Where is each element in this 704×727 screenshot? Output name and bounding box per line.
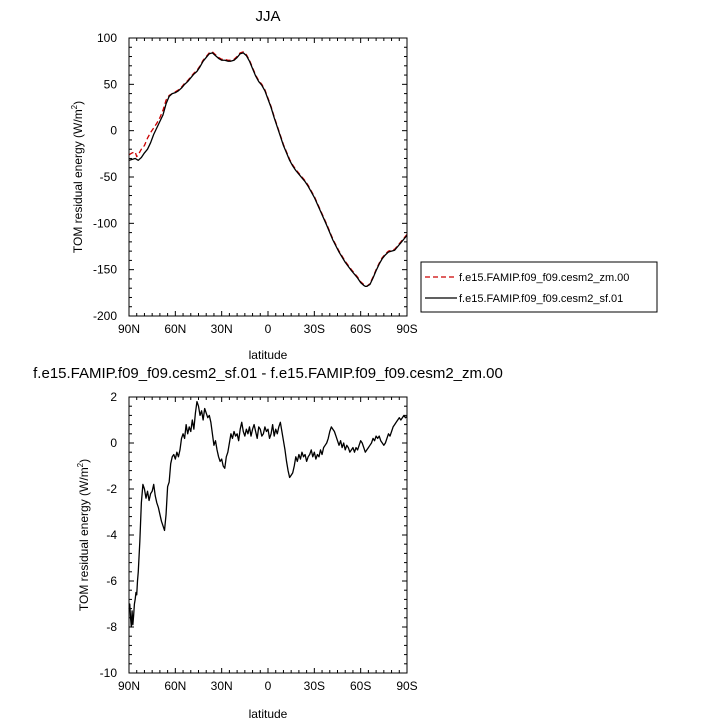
x-tick-label: 30S xyxy=(304,679,325,693)
y-tick-label: 50 xyxy=(104,77,118,91)
top-chart-series xyxy=(128,51,408,287)
y-tick-label: 0 xyxy=(110,124,117,138)
x-tick-label: 30N xyxy=(211,679,233,693)
top-chart-title: JJA xyxy=(255,8,280,25)
x-tick-label: 60S xyxy=(350,679,371,693)
series-line-0-1 xyxy=(128,52,408,287)
top-chart-ticks: 90N 60N 30N 0 30S 60S 90S 100 50 0 -50 -100 -150 -200 xyxy=(93,31,418,336)
y-tick-label: -200 xyxy=(93,309,117,323)
bottom-chart-frame xyxy=(128,396,408,674)
legend-label-zm: f.e15.FAMIP.f09_f09.cesm2_zm.00 xyxy=(459,272,629,284)
y-tick-label: -150 xyxy=(93,263,117,277)
x-tick-label: 30S xyxy=(304,322,325,336)
top-chart-ylabel: TOM residual energy (W/m2) xyxy=(70,101,85,253)
top-chart-xlabel: latitude xyxy=(249,348,288,362)
bottom-chart-ticks: 90N 60N 30N 0 30S 60S 90S 2 0 -2 -4 -6 -8 -10 xyxy=(100,390,418,693)
y-tick-label: 0 xyxy=(110,436,117,450)
bottom-chart: f.e15.FAMIP.f09_f09.cesm2_sf.01 - f.e15.… xyxy=(33,365,503,721)
y-tick-label: -4 xyxy=(106,528,117,542)
bottom-chart-xlabel: latitude xyxy=(249,707,288,721)
y-tick-label: -10 xyxy=(100,666,118,680)
series-line-1-0 xyxy=(128,400,408,628)
x-tick-label: 90S xyxy=(396,679,417,693)
x-tick-label: 60N xyxy=(164,322,186,336)
y-tick-label: -6 xyxy=(106,574,117,588)
top-chart: JJA 90N 60N 30N 0 30S 60S 90S 100 50 0 -50 -100 -150… xyxy=(70,8,658,362)
legend-box xyxy=(420,261,658,313)
x-tick-label: 0 xyxy=(265,322,272,336)
bottom-chart-ylabel: TOM residual energy (W/m2) xyxy=(76,459,91,611)
y-tick-label: 100 xyxy=(97,31,117,45)
bottom-chart-title: f.e15.FAMIP.f09_f09.cesm2_sf.01 - f.e15.… xyxy=(33,365,503,382)
x-tick-label: 0 xyxy=(265,679,272,693)
y-tick-label: -100 xyxy=(93,216,117,230)
x-tick-label: 90N xyxy=(118,679,140,693)
top-chart-frame xyxy=(128,37,408,317)
x-tick-label: 30N xyxy=(211,322,233,336)
legend-label-sf: f.e15.FAMIP.f09_f09.cesm2_sf.01 xyxy=(459,293,623,305)
top-chart-legend: f.e15.FAMIP.f09_f09.cesm2_zm.00 f.e15.FA… xyxy=(420,261,658,313)
x-tick-label: 60S xyxy=(350,322,371,336)
y-tick-label: -8 xyxy=(106,620,117,634)
y-tick-label: 2 xyxy=(110,390,117,404)
bottom-chart-series xyxy=(128,400,408,628)
y-tick-label: -2 xyxy=(106,482,117,496)
x-tick-label: 90S xyxy=(396,322,417,336)
y-tick-label: -50 xyxy=(100,170,118,184)
series-line-0-0 xyxy=(128,51,408,287)
x-tick-label: 90N xyxy=(118,322,140,336)
x-tick-label: 60N xyxy=(164,679,186,693)
